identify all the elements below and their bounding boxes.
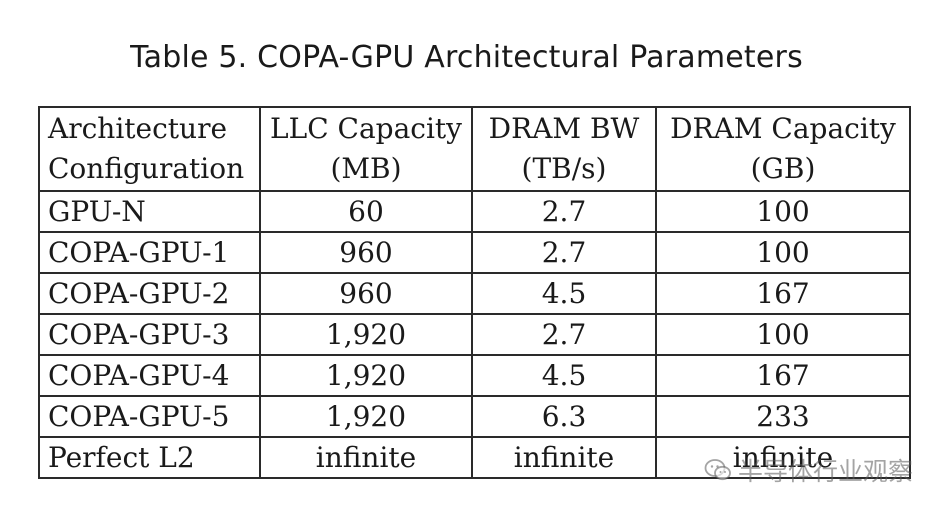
table-header-row: Architecture Configuration LLC Capacity … xyxy=(38,106,911,192)
table-row: COPA-GPU-4 1,920 4.5 167 xyxy=(38,354,911,397)
cell-dram-capacity: 233 xyxy=(655,395,911,438)
cell-dram-bw: 4.5 xyxy=(471,354,657,397)
cell-dram-capacity: 167 xyxy=(655,354,911,397)
cell-llc-capacity: 1,920 xyxy=(259,313,473,356)
header-architecture-configuration: Architecture Configuration xyxy=(38,106,261,192)
cell-dram-capacity: 100 xyxy=(655,313,911,356)
cell-llc-capacity: 960 xyxy=(259,231,473,274)
cell-llc-capacity: 960 xyxy=(259,272,473,315)
cell-llc-capacity: 1,920 xyxy=(259,395,473,438)
cell-dram-capacity: 167 xyxy=(655,272,911,315)
cell-architecture: COPA-GPU-5 xyxy=(38,395,261,438)
cell-llc-capacity: infinite xyxy=(259,436,473,479)
table-caption: Table 5. COPA-GPU Architectural Paramete… xyxy=(130,40,803,75)
cell-dram-capacity: 100 xyxy=(655,231,911,274)
header-dram-bw: DRAM BW (TB/s) xyxy=(471,106,657,192)
cell-dram-bw: 4.5 xyxy=(471,272,657,315)
cell-architecture: GPU-N xyxy=(38,190,261,233)
cell-architecture: COPA-GPU-1 xyxy=(38,231,261,274)
cell-architecture: Perfect L2 xyxy=(38,436,261,479)
cell-dram-bw: 2.7 xyxy=(471,231,657,274)
parameters-table: Architecture Configuration LLC Capacity … xyxy=(38,106,911,479)
table-row: COPA-GPU-3 1,920 2.7 100 xyxy=(38,313,911,356)
cell-architecture: COPA-GPU-3 xyxy=(38,313,261,356)
header-llc-capacity: LLC Capacity (MB) xyxy=(259,106,473,192)
cell-architecture: COPA-GPU-4 xyxy=(38,354,261,397)
cell-architecture: COPA-GPU-2 xyxy=(38,272,261,315)
cell-dram-capacity: infinite xyxy=(655,436,911,479)
table-row: Perfect L2 infinite infinite infinite xyxy=(38,436,911,479)
cell-llc-capacity: 1,920 xyxy=(259,354,473,397)
cell-dram-bw: 6.3 xyxy=(471,395,657,438)
cell-dram-bw: 2.7 xyxy=(471,190,657,233)
table-row: COPA-GPU-1 960 2.7 100 xyxy=(38,231,911,274)
cell-dram-bw: 2.7 xyxy=(471,313,657,356)
table-row: GPU-N 60 2.7 100 xyxy=(38,190,911,233)
cell-llc-capacity: 60 xyxy=(259,190,473,233)
table-row: COPA-GPU-2 960 4.5 167 xyxy=(38,272,911,315)
header-dram-capacity: DRAM Capacity (GB) xyxy=(655,106,911,192)
cell-dram-bw: infinite xyxy=(471,436,657,479)
cell-dram-capacity: 100 xyxy=(655,190,911,233)
table-row: COPA-GPU-5 1,920 6.3 233 xyxy=(38,395,911,438)
